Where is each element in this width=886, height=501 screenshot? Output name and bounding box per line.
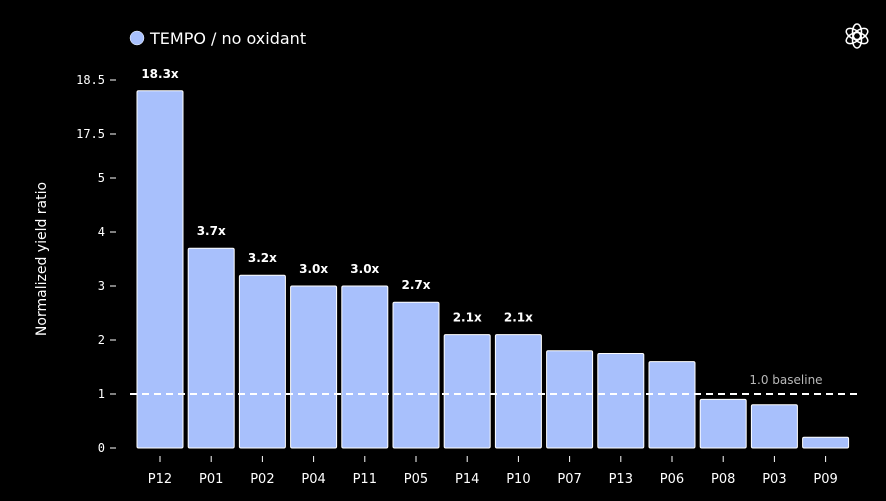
bar-p08 bbox=[699, 398, 747, 449]
bar-data-label: 3.7x bbox=[197, 224, 226, 238]
x-tick-label: P04 bbox=[301, 472, 325, 487]
x-tick-label: P01 bbox=[199, 472, 223, 487]
x-tick-label: P11 bbox=[353, 472, 377, 487]
bar-p05 bbox=[392, 301, 440, 449]
bar-data-label: 2.7x bbox=[402, 278, 431, 292]
y-axis: 0 1 2 3 4 5 17.5 18.5 bbox=[76, 73, 116, 455]
legend: TEMPO / no oxidant bbox=[129, 29, 306, 48]
bar-data-label: 3.0x bbox=[299, 262, 328, 276]
y-tick-label: 18.5 bbox=[76, 73, 105, 87]
legend-swatch bbox=[129, 30, 145, 46]
y-axis-label: Normalized yield ratio bbox=[34, 182, 50, 336]
x-tick-label: P08 bbox=[711, 472, 735, 487]
x-tick-label: P09 bbox=[813, 472, 837, 487]
y-tick-label: 5 bbox=[98, 171, 105, 185]
bar-p13 bbox=[597, 353, 645, 449]
y-tick-label: 1 bbox=[98, 387, 105, 401]
y-tick-label: 2 bbox=[98, 333, 105, 347]
bar-p04 bbox=[290, 285, 338, 449]
bar-p12 bbox=[136, 90, 184, 449]
bar-data-label: 3.2x bbox=[248, 251, 277, 265]
bar-p01 bbox=[187, 247, 235, 449]
y-tick-label: 0 bbox=[98, 441, 105, 455]
x-tick-label: P13 bbox=[609, 472, 633, 487]
y-tick-label: 4 bbox=[98, 225, 105, 239]
x-tick-label: P05 bbox=[404, 472, 428, 487]
bar-labels: 18.3x 3.7x 3.2x 3.0x 3.0x 2.7x 2.1x 2.1x bbox=[141, 67, 533, 325]
bar-p11 bbox=[341, 285, 389, 449]
x-tick-label: P10 bbox=[506, 472, 530, 487]
x-tick-label: P07 bbox=[557, 472, 581, 487]
y-tick-label: 3 bbox=[98, 279, 105, 293]
x-tick-label: P12 bbox=[148, 472, 172, 487]
y-tick-label: 17.5 bbox=[76, 127, 105, 141]
bar-p10 bbox=[494, 334, 542, 449]
bar-data-label: 18.3x bbox=[141, 67, 179, 81]
baseline-label: 1.0 baseline bbox=[749, 373, 822, 387]
legend-label: TEMPO / no oxidant bbox=[149, 29, 306, 48]
baseline-reference: 1.0 baseline bbox=[130, 373, 858, 395]
bars bbox=[136, 90, 850, 449]
x-tick-label: P06 bbox=[660, 472, 684, 487]
bar-data-label: 2.1x bbox=[453, 311, 482, 325]
bar-p07 bbox=[546, 350, 594, 449]
bar-p03 bbox=[750, 404, 798, 449]
bar-p06 bbox=[648, 361, 696, 449]
x-tick-label: P02 bbox=[250, 472, 274, 487]
openai-logo-icon bbox=[845, 23, 869, 49]
x-axis: P12 P01 P02 P04 P11 P05 P14 P10 P07 P13 P06 P08 P03 P… bbox=[148, 456, 838, 487]
bar-p02 bbox=[238, 274, 286, 449]
x-tick-label: P03 bbox=[762, 472, 786, 487]
bar-p14 bbox=[443, 334, 491, 449]
bar-data-label: 2.1x bbox=[504, 311, 533, 325]
bar-data-label: 3.0x bbox=[350, 262, 379, 276]
x-tick-label: P14 bbox=[455, 472, 479, 487]
bar-p09 bbox=[802, 436, 850, 449]
